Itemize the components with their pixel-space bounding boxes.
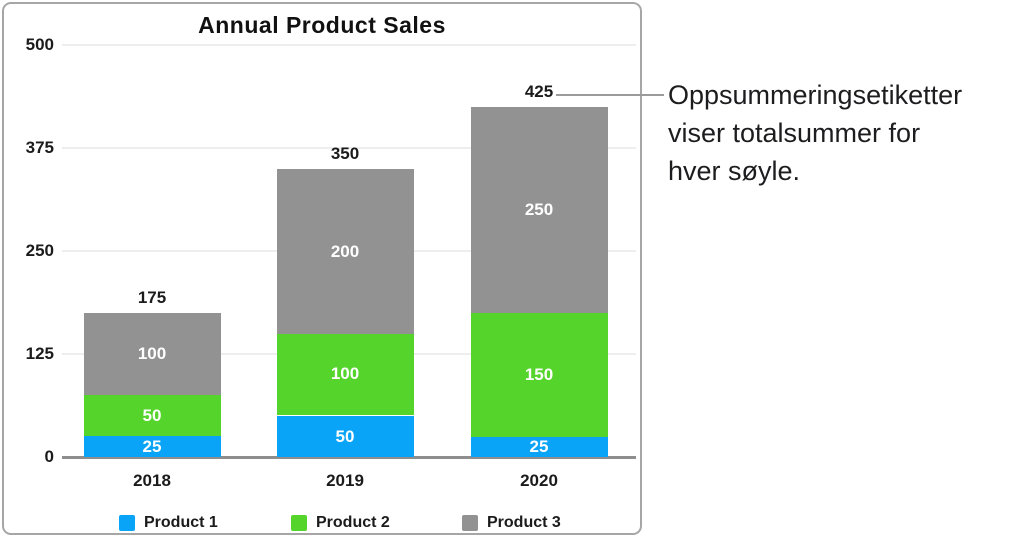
bar-segment-2019-product-3: 200: [276, 169, 414, 334]
callout-line: viser totalsummer for: [668, 118, 921, 148]
segment-value-label: 50: [335, 426, 355, 446]
segment-value-label: 50: [142, 405, 162, 425]
bar-segment-2020-product-3: 250: [470, 107, 608, 313]
callout-line: Oppsummeringsetiketter: [668, 80, 963, 110]
bar-segment-2019-product-2: 100: [276, 333, 414, 415]
legend-label: Product 1: [144, 514, 218, 531]
legend-label: Product 2: [316, 514, 390, 531]
legend-swatch: [291, 515, 307, 531]
y-axis-tick-label: 500: [25, 35, 54, 54]
bar-segment-2018-product-2: 50: [83, 395, 221, 436]
legend-item-product-3: Product 3: [462, 513, 561, 533]
bar-total-label: 175: [137, 288, 167, 307]
legend-swatch: [462, 515, 478, 531]
callout-text: Oppsummeringsetiketter viser totalsummer…: [668, 76, 998, 190]
x-axis-label: 2019: [326, 471, 364, 490]
chart-title: Annual Product Sales: [198, 12, 446, 38]
legend-item-product-2: Product 2: [291, 513, 390, 533]
segment-value-label: 250: [524, 200, 554, 219]
bar-segment-2018-product-3: 100: [83, 313, 221, 395]
bar-total-label: 350: [330, 144, 360, 163]
bar-total-label: 425: [524, 82, 554, 101]
segment-value-label: 25: [142, 436, 162, 456]
chart-panel: Annual Product Sales 0 125 250 375 500 25 50 10…: [2, 2, 642, 535]
x-axis-line: [62, 456, 636, 459]
legend-item-product-1: Product 1: [119, 513, 218, 533]
y-axis-tick-label: 250: [25, 241, 54, 260]
y-axis-tick-label: 125: [25, 344, 54, 363]
segment-value-label: 25: [529, 436, 549, 456]
bar-segment-2020-product-1: 25: [470, 436, 608, 457]
x-axis-label: 2018: [133, 471, 171, 490]
x-axis-label: 2020: [520, 471, 558, 490]
legend-label: Product 3: [487, 514, 561, 531]
bar-segment-2019-product-1: 50: [276, 416, 414, 457]
bar-segment-2018-product-1: 25: [83, 436, 221, 457]
callout-leader-line: [556, 94, 664, 96]
gridline: [62, 44, 636, 46]
callout-line: hver søyle.: [668, 156, 801, 186]
legend-swatch: [119, 515, 135, 531]
segment-value-label: 150: [524, 365, 554, 384]
gridline: [62, 147, 636, 149]
y-axis-tick-label: 0: [44, 447, 54, 466]
segment-value-label: 200: [330, 241, 360, 261]
y-axis-tick-label: 375: [25, 138, 54, 157]
segment-value-label: 100: [330, 364, 360, 383]
bar-segment-2020-product-2: 150: [470, 313, 608, 437]
segment-value-label: 100: [137, 344, 167, 363]
